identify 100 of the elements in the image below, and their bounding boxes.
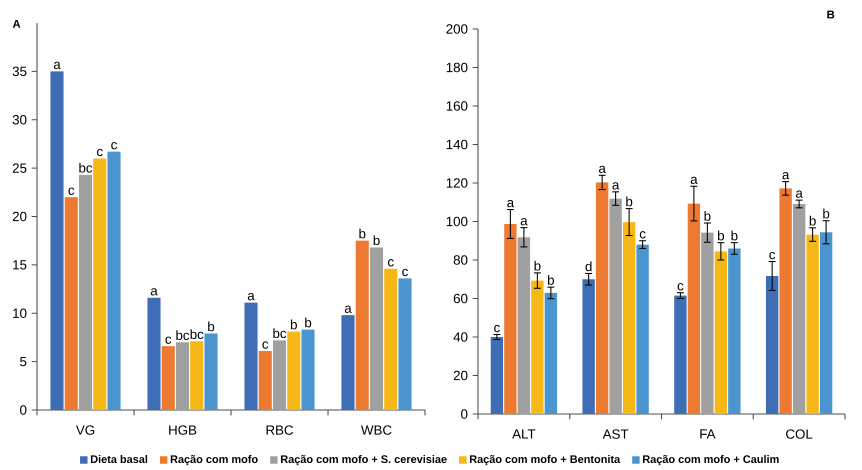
text: B [827, 10, 834, 18]
legend-label: Ração com mofo + Caulim [643, 455, 779, 466]
x-tick-label: WBC [361, 425, 392, 435]
y-tick-label: 25 [12, 163, 26, 173]
x-tick-label: VG [76, 425, 94, 435]
bar [107, 152, 121, 410]
y-tick-label: 60 [454, 294, 468, 304]
bar [162, 346, 175, 410]
data-label: c [262, 341, 268, 349]
y-tick-label: 200 [446, 24, 468, 34]
bar [64, 197, 78, 410]
bar [301, 330, 315, 410]
data-label: c [388, 259, 394, 266]
bar [582, 279, 595, 414]
y-tick-label: 20 [12, 212, 26, 222]
data-label: a [782, 172, 790, 180]
bar [370, 247, 384, 410]
data-label: b [359, 228, 366, 238]
bar [244, 302, 258, 410]
bar [204, 334, 218, 410]
x-tick-label: RBC [266, 425, 294, 435]
bar [190, 341, 204, 410]
data-label: b [626, 196, 632, 206]
bar [779, 188, 792, 414]
y-tick-label: 30 [12, 115, 26, 124]
y-tick-label: 100 [446, 216, 468, 226]
data-label: b [374, 235, 380, 246]
bar [714, 251, 728, 414]
bar [728, 248, 741, 414]
bar [272, 340, 286, 410]
bar [341, 315, 355, 410]
data-label: a [248, 293, 255, 300]
data-label: a [54, 62, 61, 70]
y-tick-label: 15 [13, 260, 26, 270]
data-label: bc [190, 329, 204, 340]
bar [701, 232, 714, 414]
bar [490, 336, 504, 414]
bar [78, 174, 92, 410]
bar [806, 234, 819, 414]
data-label: bc [79, 162, 92, 173]
x-tick-label: HGB [169, 425, 196, 435]
data-label: b [718, 230, 724, 240]
data-label: b [704, 210, 711, 221]
bar [636, 244, 649, 414]
data-label: c [494, 324, 500, 332]
bar [544, 292, 558, 414]
bar [50, 71, 64, 410]
data-label: b [534, 260, 541, 271]
x-tick-label: ALT [512, 429, 536, 439]
bar [518, 237, 530, 414]
bar [688, 204, 700, 414]
y-tick-label: 160 [446, 101, 468, 111]
data-label: d [586, 261, 592, 272]
y-tick-label: 120 [446, 178, 468, 188]
bar [531, 280, 544, 414]
y-tick-label: 0 [461, 409, 468, 419]
data-label: bc [176, 330, 190, 340]
y-tick-label: 35 [12, 66, 26, 76]
legend-label: Ração com mofo + S. cerevisiae [281, 455, 447, 466]
bar [287, 332, 300, 410]
x-tick-label: FA [700, 429, 716, 439]
bar [398, 278, 412, 410]
data-label: b [732, 230, 738, 240]
y-tick-label: 140 [446, 140, 468, 150]
bar [504, 224, 517, 414]
data-label: b [208, 322, 214, 332]
data-label: c [111, 142, 118, 150]
data-label: bc [273, 328, 286, 338]
data-label: b [290, 320, 297, 330]
data-label: c [165, 336, 172, 344]
bar [147, 298, 161, 410]
bar [792, 204, 806, 414]
data-label: c [68, 188, 74, 195]
bar [766, 276, 778, 414]
data-label: a [612, 182, 620, 190]
data-label: a [690, 176, 698, 184]
y-tick-label: 5 [20, 356, 26, 366]
y-tick-label: 10 [13, 308, 26, 318]
data-label: c [97, 148, 103, 156]
bar [258, 350, 272, 410]
y-tick-label: 180 [446, 62, 468, 72]
y-tick-label: 20 [454, 370, 468, 380]
data-label: c [678, 283, 684, 290]
data-label: a [599, 166, 606, 174]
bar [93, 158, 106, 410]
y-tick-label: 40 [453, 332, 468, 342]
data-label: b [810, 216, 816, 226]
data-label: a [796, 190, 803, 198]
bar [820, 232, 832, 414]
y-tick-label: 0 [20, 405, 26, 415]
data-label: a [520, 218, 528, 226]
bar [176, 342, 190, 410]
x-tick-label: COL [786, 429, 812, 439]
y-tick-label: 80 [454, 255, 468, 265]
data-label: c [640, 231, 646, 238]
legend-label: Ração com mofo [170, 455, 258, 466]
data-label: c [769, 252, 776, 260]
data-label: b [823, 208, 830, 218]
data-label: b [305, 318, 312, 328]
x-tick-label: AST [602, 429, 628, 439]
